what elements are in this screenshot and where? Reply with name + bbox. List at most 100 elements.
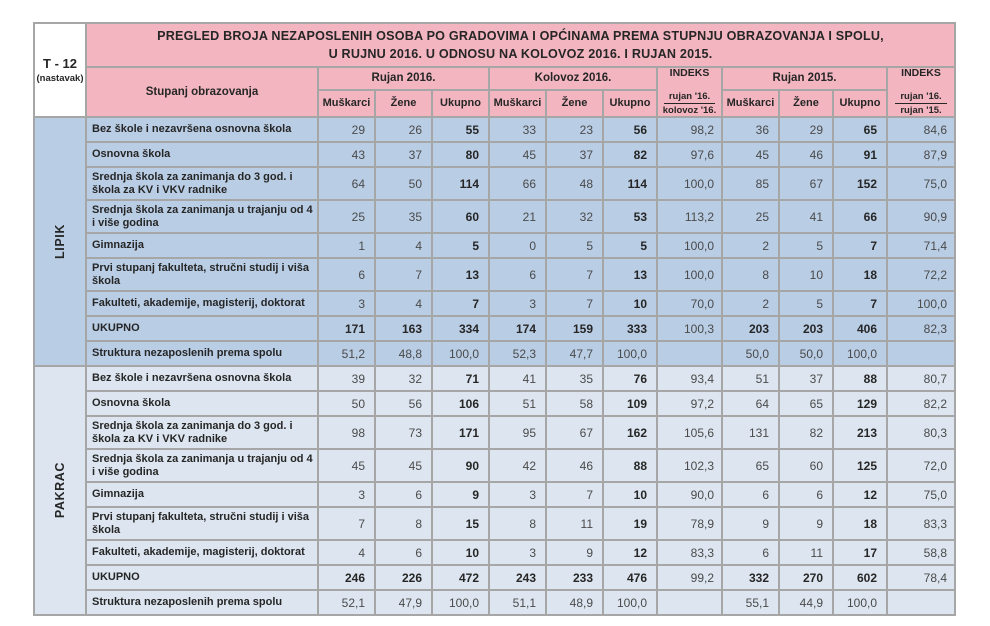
- value-cell: 5: [433, 234, 488, 257]
- value-cell: 83,3: [888, 508, 954, 539]
- value-cell: 37: [780, 367, 832, 390]
- value-cell: 42: [490, 450, 545, 481]
- value-cell: 163: [376, 317, 431, 340]
- value-cell: 2: [723, 234, 778, 257]
- value-cell: 100,0: [433, 342, 488, 365]
- value-cell: 100,0: [834, 591, 886, 614]
- value-cell: 3: [490, 483, 545, 506]
- value-cell: 113,2: [658, 201, 721, 232]
- value-cell: 7: [834, 292, 886, 315]
- value-cell: 51,2: [319, 342, 374, 365]
- value-cell: 35: [376, 201, 431, 232]
- value-cell: 13: [604, 259, 656, 290]
- table-row: Srednja škola za zanimanja u trajanju od…: [35, 201, 954, 232]
- table-row: Struktura nezaposlenih prema spolu 51,2 48…: [35, 342, 954, 365]
- group-header-row: Stupanj obrazovanja Rujan 2016. Kolovoz …: [35, 68, 954, 116]
- value-cell: 56: [376, 392, 431, 415]
- value-cell: 72,0: [888, 450, 954, 481]
- value-cell: 46: [547, 450, 602, 481]
- value-cell: 80,7: [888, 367, 954, 390]
- value-cell: 174: [490, 317, 545, 340]
- value-cell: 50,0: [780, 342, 832, 365]
- table-tag: T - 12: [43, 56, 77, 71]
- value-cell: 67: [547, 417, 602, 448]
- value-cell: 6: [780, 483, 832, 506]
- col-indeks-rujan-kolovoz: INDEKS rujan '16. kolovoz '16.: [658, 68, 721, 116]
- value-cell: 51: [723, 367, 778, 390]
- value-cell: 2: [723, 292, 778, 315]
- value-cell: [658, 591, 721, 614]
- value-cell: 602: [834, 566, 886, 589]
- indeks1-title: INDEKS: [669, 68, 710, 79]
- value-cell: 334: [433, 317, 488, 340]
- value-cell: 100,0: [433, 591, 488, 614]
- table-row: Gimnazija 3 6 9 3 7 10 90,0 6 6 12 75,0: [35, 483, 954, 506]
- value-cell: 10: [780, 259, 832, 290]
- value-cell: 48,8: [376, 342, 431, 365]
- sub-header-row: Muškarci Žene Ukupno Muškarci Žene Ukupn…: [35, 90, 954, 116]
- table-row: Gimnazija 1 4 5 0 5 5 100,0 2 5 7 71,4: [35, 234, 954, 257]
- value-cell: 203: [780, 317, 832, 340]
- value-cell: 171: [319, 317, 374, 340]
- value-cell: 71: [433, 367, 488, 390]
- value-cell: 23: [547, 118, 602, 141]
- value-cell: 65: [723, 450, 778, 481]
- value-cell: 52,3: [490, 342, 545, 365]
- col-zene-kolovoz16: Žene: [547, 90, 602, 116]
- row-label: Fakulteti, akademije, magisterij, doktor…: [87, 541, 317, 564]
- value-cell: 83,3: [658, 541, 721, 564]
- value-cell: 67: [780, 168, 832, 199]
- value-cell: 152: [834, 168, 886, 199]
- value-cell: 95: [490, 417, 545, 448]
- value-cell: 114: [604, 168, 656, 199]
- title-row: T - 12 (nastavak) PREGLED BROJA NEZAPOSL…: [35, 24, 954, 116]
- value-cell: 114: [433, 168, 488, 199]
- row-label: Gimnazija: [87, 234, 317, 257]
- value-cell: 6: [490, 259, 545, 290]
- value-cell: 9: [433, 483, 488, 506]
- value-cell: [658, 342, 721, 365]
- table-row: Osnovna škola 43 37 80 45 37 82 97,6 45 46 91 87,9: [35, 143, 954, 166]
- value-cell: 93,4: [658, 367, 721, 390]
- value-cell: 98: [319, 417, 374, 448]
- section-cell-pakrac: PAKRAC: [35, 367, 85, 614]
- value-cell: 100,0: [658, 259, 721, 290]
- value-cell: 6: [723, 541, 778, 564]
- value-cell: 162: [604, 417, 656, 448]
- value-cell: 9: [547, 541, 602, 564]
- row-label: Osnovna škola: [87, 143, 317, 166]
- value-cell: 3: [490, 292, 545, 315]
- value-cell: 12: [834, 483, 886, 506]
- value-cell: 65: [834, 118, 886, 141]
- table-row: Osnovna škola 50 56 106 51 58 109 97,2 64 65 129 82…: [35, 392, 954, 415]
- value-cell: 100,0: [888, 292, 954, 315]
- value-cell: 65: [780, 392, 832, 415]
- value-cell: 7: [547, 292, 602, 315]
- col-indeks-rujan-rujan: INDEKS rujan '16. rujan '15.: [888, 68, 954, 116]
- value-cell: 73: [376, 417, 431, 448]
- row-label: Struktura nezaposlenih prema spolu: [87, 591, 317, 614]
- value-cell: [888, 342, 954, 365]
- table-row: Srednja škola za zanimanja do 3 god. i š…: [35, 168, 954, 199]
- value-cell: 80,3: [888, 417, 954, 448]
- value-cell: 332: [723, 566, 778, 589]
- value-cell: 9: [723, 508, 778, 539]
- value-cell: 78,9: [658, 508, 721, 539]
- value-cell: 100,3: [658, 317, 721, 340]
- value-cell: 75,0: [888, 483, 954, 506]
- value-cell: 25: [723, 201, 778, 232]
- value-cell: 45: [376, 450, 431, 481]
- value-cell: 50: [376, 168, 431, 199]
- row-label: Bez škole i nezavršena osnovna škola: [87, 118, 317, 141]
- value-cell: 17: [834, 541, 886, 564]
- table-row: Srednja škola za zanimanja do 3 god. i š…: [35, 417, 954, 448]
- value-cell: 11: [780, 541, 832, 564]
- title-line-1: PREGLED BROJA NEZAPOSLENIH OSOBA PO GRAD…: [157, 29, 884, 43]
- value-cell: 60: [433, 201, 488, 232]
- value-cell: 100,0: [604, 591, 656, 614]
- value-cell: 159: [547, 317, 602, 340]
- value-cell: 90: [433, 450, 488, 481]
- value-cell: 29: [319, 118, 374, 141]
- value-cell: 51: [490, 392, 545, 415]
- value-cell: 100,0: [658, 168, 721, 199]
